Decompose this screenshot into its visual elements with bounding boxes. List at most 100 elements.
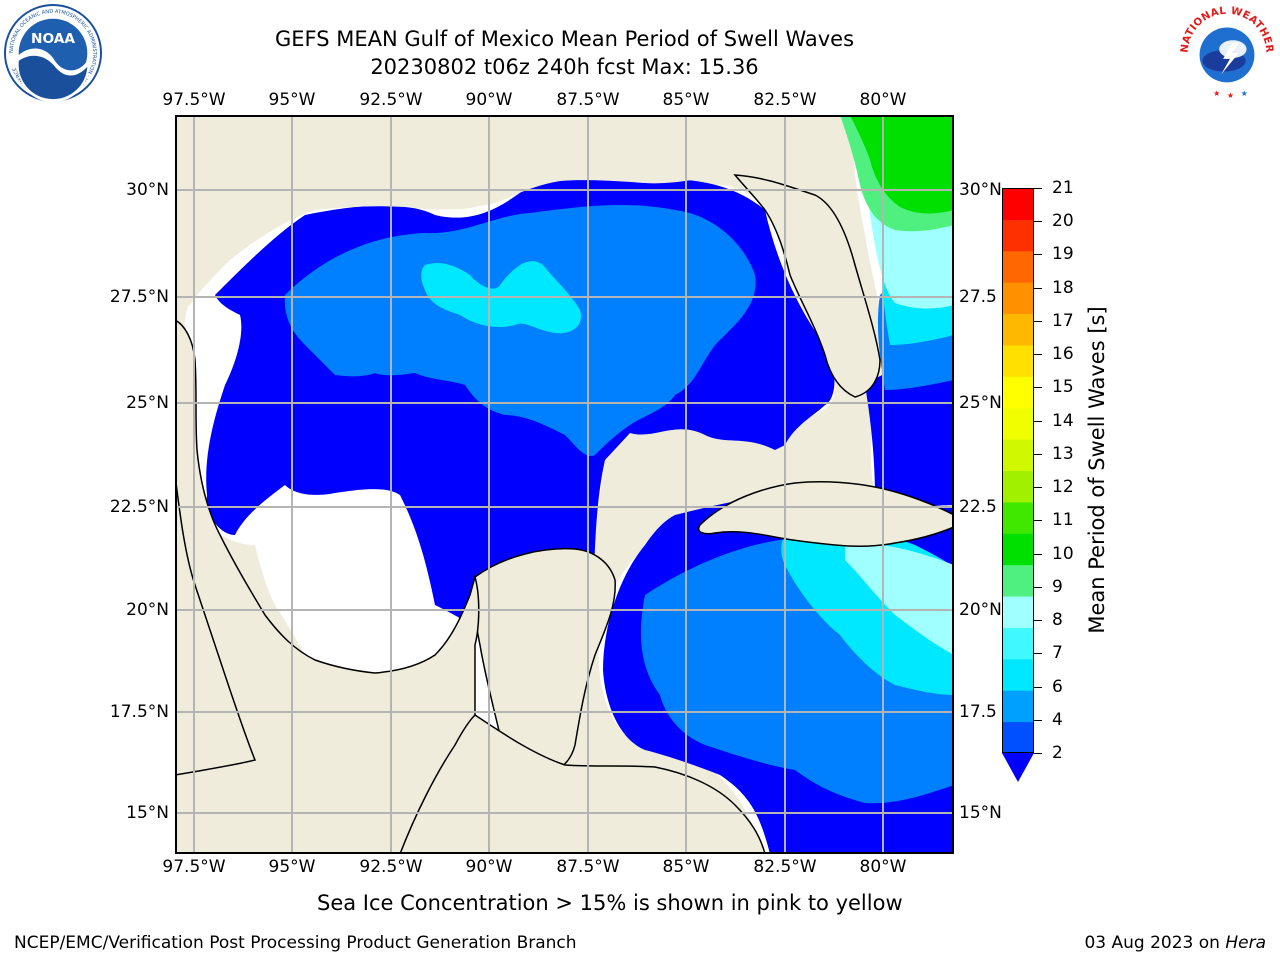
colorbar-band (1002, 439, 1034, 471)
lat-label-right-30n: 30°N (959, 180, 1002, 200)
cuba-landmass (698, 481, 954, 548)
colorbar-tick-label: 2 (1052, 743, 1063, 763)
colorbar-tick-mark (1034, 520, 1042, 522)
map-frame (175, 115, 954, 854)
colorbar (1002, 188, 1034, 782)
lat-label-right-15n: 15°N (959, 803, 1002, 823)
colorbar-tick-label: 6 (1052, 676, 1063, 697)
credit-machine: Hera (1225, 933, 1266, 953)
colorbar-band (1002, 690, 1034, 723)
lon-label-top-85w: 85°W (662, 90, 710, 110)
lon-label-bottom-97-5w: 97.5°W (162, 857, 226, 877)
colorbar-tick-mark (1034, 719, 1042, 721)
colorbar-tick-label: 8 (1052, 610, 1063, 631)
colorbar-tick-label: 14 (1052, 410, 1074, 431)
lat-label-right-22-5: 22.5 (959, 497, 997, 517)
colorbar-tick-label: 12 (1052, 477, 1074, 498)
colorbar-tick-label: 7 (1052, 643, 1063, 664)
colorbar-tick-mark (1034, 686, 1042, 688)
colorbar-tick-mark (1034, 620, 1042, 622)
colorbar-band (1002, 407, 1034, 440)
central-america-landmass (399, 714, 766, 854)
colorbar-tick-label: 18 (1052, 277, 1074, 298)
colorbar-tick-mark (1034, 188, 1042, 189)
colorbar-tick-mark (1034, 221, 1042, 223)
colorbar-tick-mark (1034, 487, 1042, 489)
colorbar-tick-label: 17 (1052, 310, 1074, 331)
lat-label-left-15n: 15°N (126, 803, 169, 823)
contour-4-6s (284, 204, 756, 456)
swell-period-map (175, 115, 954, 854)
colorbar-tick-mark (1034, 354, 1042, 356)
lat-label-left-20n: 20°N (126, 600, 169, 620)
florida-landmass (733, 174, 881, 398)
lat-label-right-27-5: 27.5 (959, 287, 997, 307)
lon-label-top-82-5w: 82.5°W (753, 90, 817, 110)
colorbar-frame (1002, 188, 1034, 753)
colorbar-band (1002, 596, 1034, 628)
colorbar-tick-mark (1034, 320, 1042, 322)
colorbar-title: Mean Period of Swell Waves [s] (1085, 306, 1109, 634)
lat-label-left-17-5n: 17.5°N (109, 702, 169, 722)
lon-label-bottom-95w: 95°W (268, 857, 316, 877)
colorbar-band (1002, 533, 1034, 566)
colorbar-tick-label: 10 (1052, 543, 1074, 564)
contour-10-12s (850, 115, 954, 214)
colorbar-tick-label: 16 (1052, 344, 1074, 365)
colorbar-tick-label: 21 (1052, 178, 1074, 198)
colorbar-band (1002, 501, 1034, 534)
colorbar-tick-label: 9 (1052, 576, 1063, 597)
lon-label-bottom-87-5w: 87.5°W (556, 857, 620, 877)
colorbar-tick-mark (1034, 753, 1042, 754)
chart-subtitle: 20230802 t06z 240h fcst Max: 15.36 (370, 55, 759, 79)
colorbar-band (1002, 376, 1034, 409)
colorbar-band (1002, 627, 1034, 660)
lon-label-top-80w: 80°W (859, 90, 907, 110)
yucatan-landmass (472, 547, 616, 776)
svg-text:★: ★ (1241, 89, 1248, 98)
colorbar-tick-label: 13 (1052, 443, 1074, 464)
credit-date-text: 03 Aug 2023 on (1084, 933, 1226, 953)
colorbar-tick-label: 4 (1052, 709, 1063, 730)
lat-label-left-27-5n: 27.5°N (109, 287, 169, 307)
colorbar-tick-label: 20 (1052, 211, 1074, 232)
colorbar-band (1002, 219, 1034, 252)
credit-date: 03 Aug 2023 on Hera (1084, 933, 1266, 953)
lat-label-left-25n: 25°N (126, 393, 169, 413)
lat-label-left-22-5n: 22.5°N (109, 497, 169, 517)
lon-label-bottom-92-5w: 92.5°W (359, 857, 423, 877)
colorbar-tick-label: 15 (1052, 377, 1074, 398)
lat-label-left-30n: 30°N (126, 180, 169, 200)
lon-label-top-95w: 95°W (268, 90, 316, 110)
colorbar-band (1002, 250, 1034, 283)
sea-ice-note-text: Sea Ice Concentration > 15% is shown in … (317, 891, 903, 915)
colorbar-band (1002, 344, 1034, 377)
colorbar-tick-mark (1034, 586, 1042, 588)
colorbar-band (1002, 470, 1034, 503)
credit-branch: NCEP/EMC/Verification Post Processing Pr… (14, 933, 577, 953)
colorbar-tick-mark (1034, 387, 1042, 389)
lat-label-right-20n: 20°N (959, 600, 1002, 620)
lat-label-right-25n: 25°N (959, 393, 1002, 413)
colorbar-band (1002, 564, 1034, 597)
colorbar-band (1002, 282, 1034, 315)
colorbar-extend-triangle (1002, 753, 1034, 782)
lon-label-bottom-82-5w: 82.5°W (753, 857, 817, 877)
colorbar-tick-mark (1034, 420, 1042, 422)
nws-logo: NATIONAL WEATHER SERVICE ★ ★ ★ (1178, 4, 1275, 100)
colorbar-bands (1002, 188, 1034, 754)
colorbar-tick-label: 19 (1052, 244, 1074, 265)
colorbar-tick-mark (1034, 553, 1042, 555)
colorbar-band (1002, 313, 1034, 346)
lon-label-top-92-5w: 92.5°W (359, 90, 423, 110)
mexico-landmass (175, 319, 480, 854)
lon-label-bottom-90w: 90°W (465, 857, 513, 877)
colorbar-tick-mark (1034, 287, 1042, 289)
noaa-logo-text: NOAA (31, 31, 75, 47)
lon-label-bottom-80w: 80°W (859, 857, 907, 877)
svg-text:★: ★ (1227, 91, 1234, 100)
colorbar-tick-label: 11 (1052, 510, 1074, 531)
lat-label-right-17-5: 17.5 (959, 702, 997, 722)
colorbar-tick-mark (1034, 254, 1042, 256)
lon-label-top-90w: 90°W (465, 90, 513, 110)
